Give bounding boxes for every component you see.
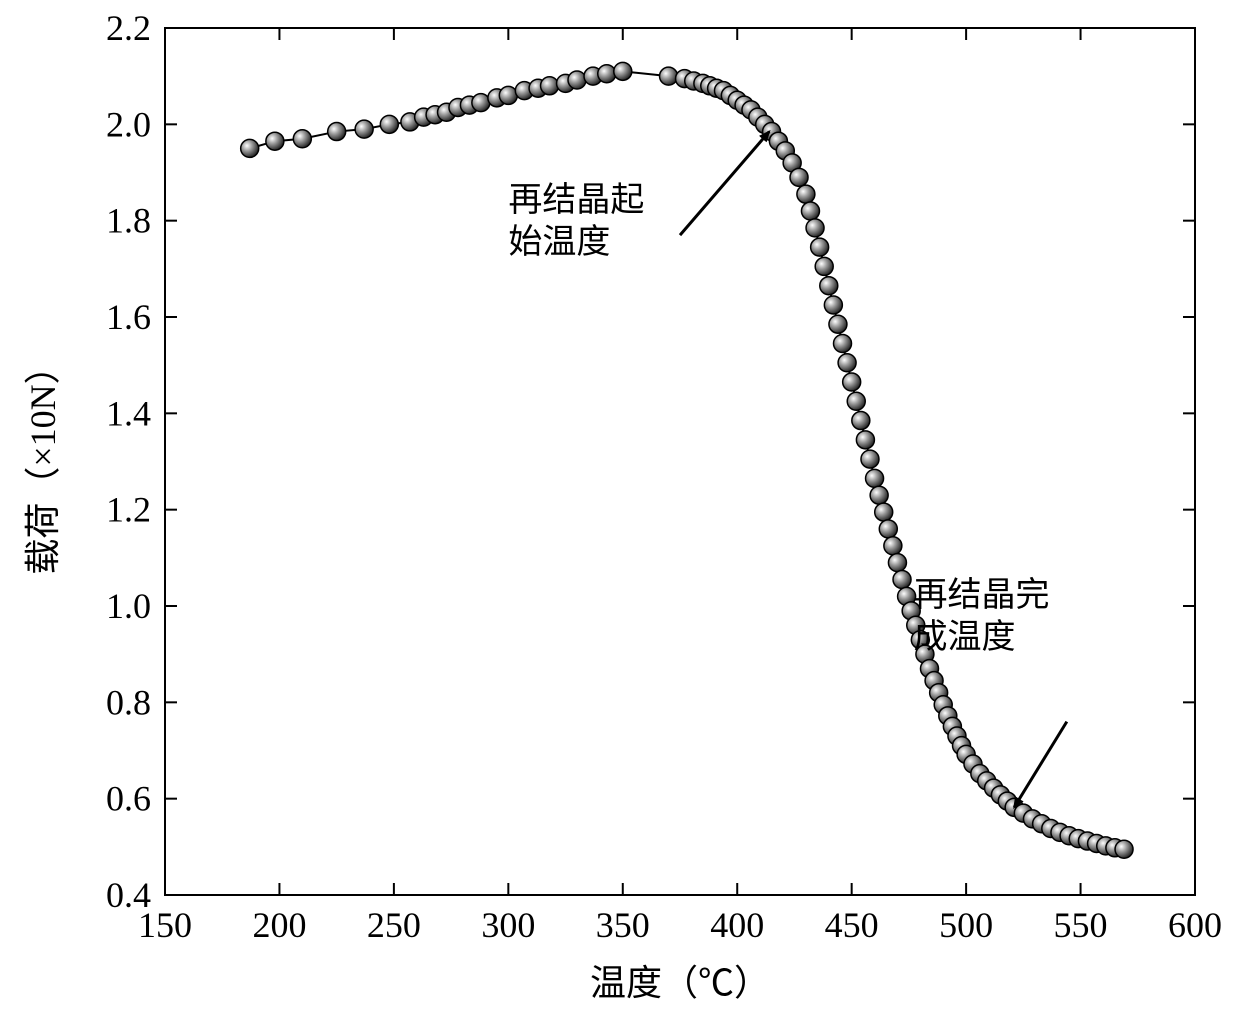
y-tick-label: 2.0 (106, 104, 151, 144)
y-tick-label: 1.0 (106, 586, 151, 626)
data-marker (843, 373, 861, 391)
data-marker (660, 67, 678, 85)
y-tick-label: 1.8 (106, 201, 151, 241)
data-marker (499, 86, 517, 104)
y-axis-label: 载荷（×10N） (23, 348, 63, 574)
data-marker (811, 238, 829, 256)
data-marker (790, 168, 808, 186)
x-tick-label: 350 (596, 905, 650, 945)
data-marker (266, 132, 284, 150)
data-marker (875, 503, 893, 521)
data-marker (797, 185, 815, 203)
data-marker (834, 334, 852, 352)
y-tick-label: 1.6 (106, 297, 151, 337)
annotation-arrow (680, 132, 769, 236)
x-tick-label: 550 (1054, 905, 1108, 945)
data-marker (824, 296, 842, 314)
data-marker (568, 71, 586, 89)
chart-container: 1502002503003504004505005506000.40.60.81… (0, 0, 1240, 1035)
data-marker (241, 139, 259, 157)
data-marker (856, 431, 874, 449)
data-marker (1115, 840, 1133, 858)
annotation-recrystallization-start: 再结晶起 (508, 181, 644, 219)
data-marker (870, 486, 888, 504)
y-tick-label: 0.6 (106, 779, 151, 819)
data-marker (541, 77, 559, 95)
data-marker (328, 123, 346, 141)
data-line (250, 71, 1124, 849)
y-tick-label: 1.4 (106, 393, 151, 433)
data-marker (838, 354, 856, 372)
x-tick-label: 500 (939, 905, 993, 945)
scatter-chart: 1502002503003504004505005506000.40.60.81… (0, 0, 1240, 1035)
data-marker (598, 65, 616, 83)
data-marker (355, 120, 373, 138)
annotation-recrystallization-finish: 成温度 (913, 618, 1015, 656)
annotation-arrow (1014, 722, 1067, 808)
data-marker (614, 62, 632, 80)
data-marker (893, 571, 911, 589)
x-tick-label: 450 (825, 905, 879, 945)
data-marker (815, 257, 833, 275)
data-marker (806, 219, 824, 237)
data-marker (852, 412, 870, 430)
data-marker (820, 277, 838, 295)
data-marker (472, 94, 490, 112)
y-tick-label: 0.4 (106, 875, 151, 915)
y-tick-label: 2.2 (106, 8, 151, 48)
data-marker (861, 450, 879, 468)
y-tick-label: 1.2 (106, 490, 151, 530)
y-tick-label: 0.8 (106, 682, 151, 722)
data-marker (380, 115, 398, 133)
data-marker (884, 537, 902, 555)
x-tick-label: 250 (367, 905, 421, 945)
data-marker (801, 202, 819, 220)
data-marker (829, 315, 847, 333)
x-tick-label: 600 (1168, 905, 1222, 945)
annotation-recrystallization-start: 始温度 (508, 223, 610, 261)
annotation-recrystallization-finish: 再结晶完 (913, 576, 1049, 614)
x-axis-label: 温度（℃） (590, 963, 770, 1003)
x-tick-label: 400 (710, 905, 764, 945)
data-marker (847, 392, 865, 410)
data-marker (293, 130, 311, 148)
data-marker (879, 520, 897, 538)
data-marker (866, 469, 884, 487)
x-tick-label: 300 (481, 905, 535, 945)
data-marker (888, 554, 906, 572)
x-tick-label: 200 (252, 905, 306, 945)
